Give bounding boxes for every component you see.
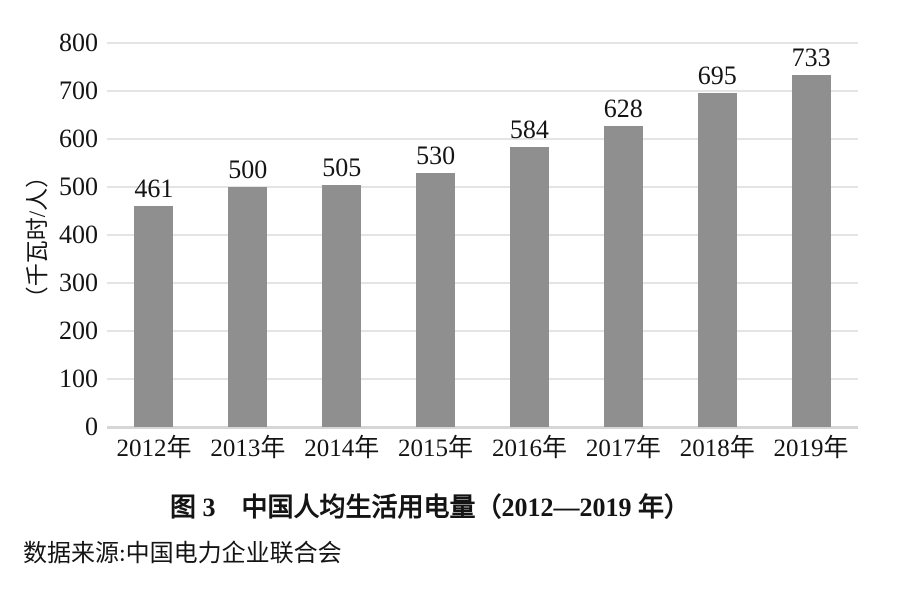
data-source-note: 数据来源:中国电力企业联合会 — [23, 541, 342, 567]
bar-value-label: 628 — [603, 93, 643, 123]
gridline-500 — [107, 186, 858, 188]
bar-value-label: 505 — [322, 152, 362, 182]
gridline-200 — [107, 330, 858, 332]
x-axis-label: 2017年 — [585, 435, 661, 462]
bar-2018年 — [697, 93, 737, 427]
bar-2014年 — [322, 184, 362, 427]
y-tick-label-600: 600 — [59, 124, 98, 153]
bar-2019年 — [791, 75, 831, 427]
y-tick-label-800: 800 — [59, 28, 98, 57]
gridline-300 — [107, 282, 858, 284]
gridline-600 — [107, 138, 858, 140]
y-tick-label-100: 100 — [59, 364, 98, 393]
x-axis-label: 2013年 — [210, 435, 286, 462]
x-axis-label: 2012年 — [116, 435, 192, 462]
gridline-400 — [107, 234, 858, 236]
bar-2015年 — [416, 172, 456, 427]
bar-2012年 — [134, 205, 174, 427]
y-tick-label-200: 200 — [59, 316, 98, 345]
y-tick-label-300: 300 — [59, 268, 98, 297]
y-tick-label-400: 400 — [59, 220, 98, 249]
x-axis-label: 2019年 — [773, 435, 849, 462]
bar-value-label: 584 — [509, 114, 549, 144]
bar-value-label: 500 — [228, 155, 268, 184]
bar-2016年 — [509, 146, 549, 427]
gridline-800 — [107, 42, 858, 44]
bar-value-label: 461 — [134, 173, 174, 203]
bar-value-label: 733 — [791, 43, 831, 73]
bar-2013年 — [228, 187, 268, 427]
x-axis-label: 2015年 — [398, 435, 474, 462]
x-axis-label: 2016年 — [491, 435, 567, 462]
x-axis-line — [107, 426, 858, 429]
gridline-700 — [107, 90, 858, 92]
x-axis-label: 2014年 — [304, 435, 380, 462]
bar-value-label: 695 — [697, 61, 737, 91]
bar-value-label: 530 — [416, 140, 456, 170]
x-axis-label: 2018年 — [679, 435, 755, 462]
gridline-100 — [107, 378, 858, 380]
y-tick-label-500: 500 — [59, 172, 98, 201]
figure-caption: 图 3 中国人均生活用电量（2012—2019 年） — [169, 493, 690, 522]
y-tick-label-0: 0 — [85, 412, 98, 441]
y-tick-label-700: 700 — [59, 76, 98, 105]
bar-2017年 — [603, 125, 643, 427]
